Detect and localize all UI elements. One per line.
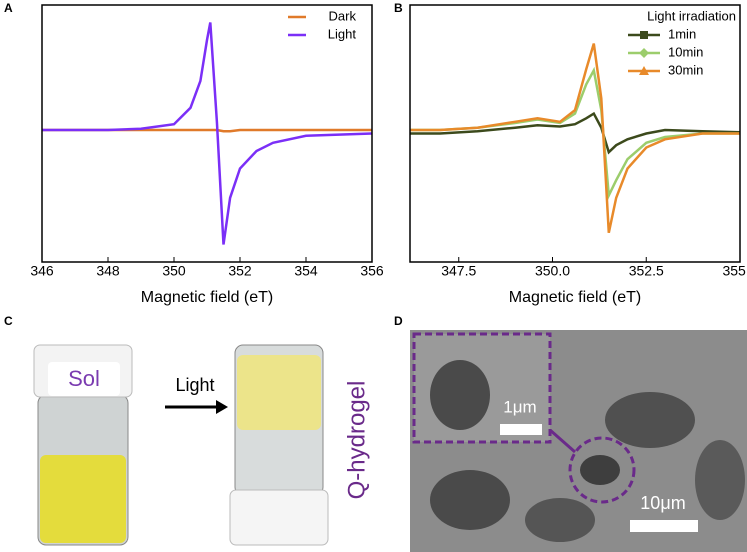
scale-bar	[500, 424, 542, 435]
pore	[605, 392, 695, 448]
legend-label: Light	[328, 26, 357, 41]
series-line	[42, 128, 372, 133]
legend-label: 10min	[668, 44, 703, 59]
vial-liquid	[40, 455, 126, 543]
arrow-label: Light	[175, 375, 214, 395]
scale-bar	[630, 520, 698, 532]
zoom-circle	[568, 436, 636, 504]
x-tick-label: 352.5	[629, 263, 664, 279]
x-tick-label: 350	[162, 263, 186, 279]
plot-frame	[41, 4, 373, 263]
pore	[430, 470, 510, 530]
plot-frame	[409, 4, 741, 263]
sample-label: Sol	[68, 366, 100, 391]
x-tick-label: 356	[360, 263, 384, 279]
legend-marker	[639, 66, 649, 75]
legend-title: Light irradiation	[647, 8, 736, 23]
x-tick-label: 352	[228, 263, 252, 279]
legend-marker	[640, 31, 648, 39]
pore	[430, 360, 490, 430]
x-tick-label: 355.0	[722, 263, 747, 279]
photo-c: Sol Light Q-hydrogel	[22, 332, 378, 552]
x-tick-label: 346	[30, 263, 54, 279]
arrow-head	[216, 400, 228, 414]
legend-label: 30min	[668, 62, 703, 77]
x-tick-label: 350.0	[535, 263, 570, 279]
legend-label: Dark	[329, 8, 357, 23]
main-scale-label: 10μm	[640, 493, 685, 513]
inset-scale-label: 1μm	[503, 397, 536, 416]
panel-label: C	[4, 314, 13, 328]
panel-label: D	[394, 314, 403, 328]
series-line	[410, 43, 740, 234]
legend-label: 1min	[668, 26, 696, 41]
panel-label: A	[4, 1, 13, 15]
product-label: Q-hydrogel	[343, 381, 370, 500]
label-box	[48, 362, 120, 396]
x-axis-label: Magnetic field (eT)	[509, 289, 642, 306]
vial-cap	[229, 489, 329, 546]
x-tick-label: 347.5	[441, 263, 476, 279]
pore	[525, 498, 595, 542]
pore	[580, 455, 620, 485]
x-tick-label: 354	[294, 263, 318, 279]
pore	[695, 440, 745, 520]
series-line	[42, 22, 373, 245]
zoom-link	[549, 428, 576, 454]
series-line	[410, 111, 741, 155]
panel-label: B	[394, 1, 403, 15]
x-tick-label: 348	[96, 263, 120, 279]
vial-gel	[237, 355, 321, 430]
photo-d: 1μm 10μm	[410, 330, 747, 552]
legend-marker	[639, 48, 649, 58]
x-axis-label: Magnetic field (eT)	[141, 289, 274, 306]
